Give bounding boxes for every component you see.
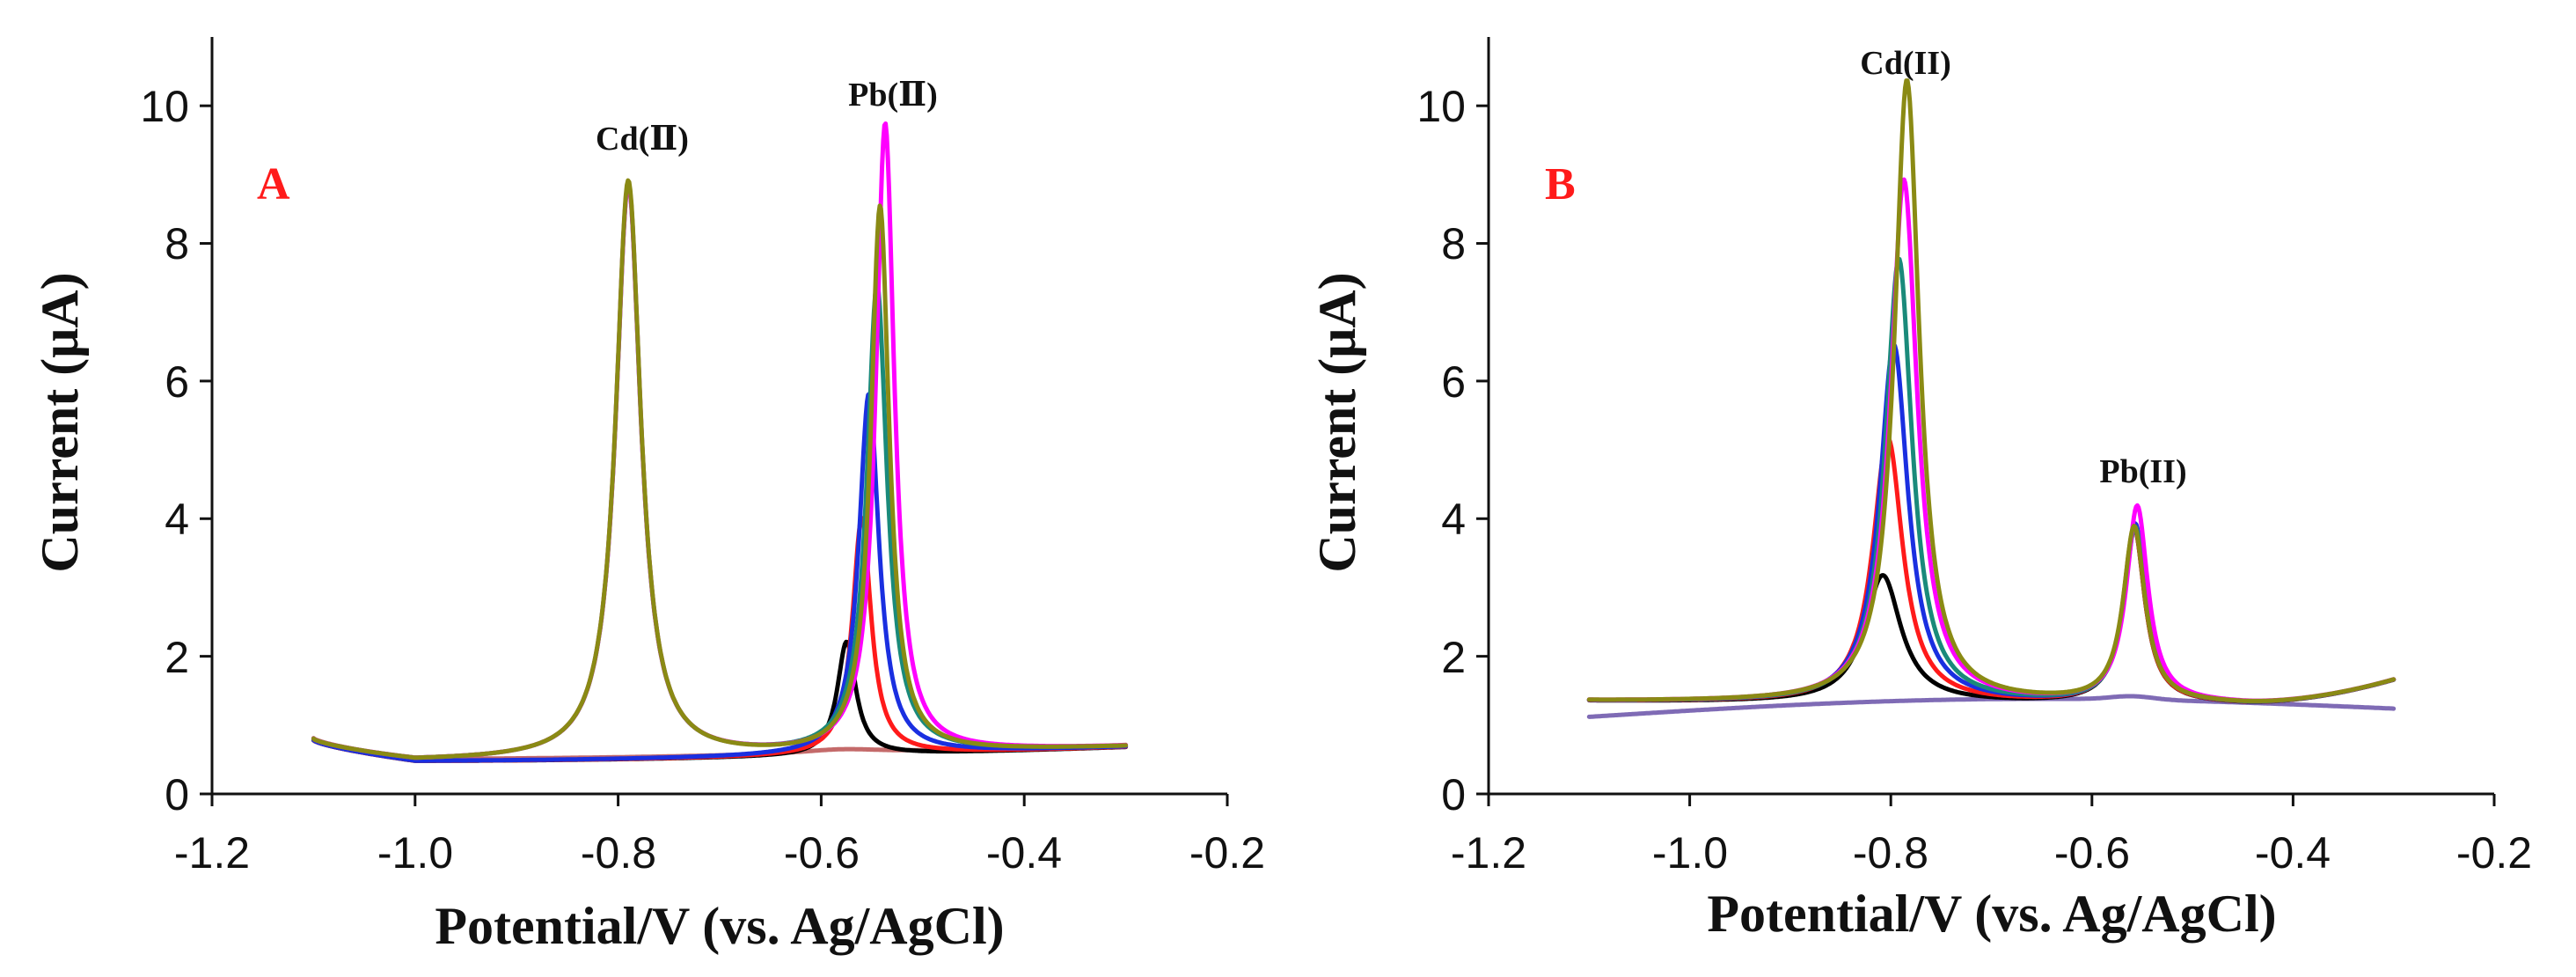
panel-b-x-tick-label: -1.0 (1652, 828, 1728, 878)
panel-b-y-tick-label: 0 (1441, 770, 1466, 819)
panel-a-curves (311, 121, 1129, 763)
panel-b-series-trace-4 (1586, 257, 2397, 704)
panel-b-y-tick-label: 4 (1441, 495, 1466, 544)
panel-b-series-trace-2 (1586, 435, 2397, 704)
panel-a-series-trace-2 (311, 516, 1129, 763)
panel-a-series-trace-6 (311, 178, 1129, 760)
panel-b-series-trace-1 (1586, 525, 2397, 704)
panel-b-curves (1586, 78, 2397, 719)
panel-b-y-tick-label: 2 (1441, 633, 1466, 682)
panel-a-series-trace-4 (311, 181, 1129, 760)
panel-b-peak-label-pb: Pb(II) (2099, 453, 2186, 490)
panel-b-series-trace-3 (1586, 342, 2397, 704)
panel-b-y-tick-label: 8 (1441, 219, 1466, 268)
panel-b-series-trace-5 (1586, 177, 2397, 703)
panel-a-y-tick-label: 0 (165, 770, 189, 819)
panel-a: 0 2 4 6 8 10 -1.2 -1.0 -0.8 -0.6 -0.4 -0… (31, 37, 1265, 955)
panel-a-y-tick-label: 4 (165, 495, 189, 544)
panel-a-x-tick-label: -0.2 (1189, 828, 1265, 878)
panel-b-y-axis-title: Current (μA) (1308, 272, 1366, 572)
panel-b-x-tick-label: -0.2 (2456, 828, 2532, 878)
panel-a-ticks (200, 104, 1229, 806)
panel-b-x-tick-label: -0.6 (2054, 828, 2130, 878)
panel-a-y-tick-label: 2 (165, 633, 189, 682)
panel-a-peak-label-pb: Pb(Ⅱ) (848, 77, 938, 114)
panel-a-x-tick-label: -0.8 (581, 828, 656, 878)
panel-b: 0 2 4 6 8 10 -1.2 -1.0 -0.8 -0.6 -0.4 -0… (1308, 37, 2532, 943)
panel-b-label: B (1545, 159, 1576, 209)
panel-a-label: A (257, 159, 290, 209)
panel-b-x-tick-label: -0.4 (2255, 828, 2331, 878)
panel-a-x-axis-title: Potential/V (vs. Ag/AgCl) (435, 897, 1004, 955)
panel-b-x-tick-label: -0.8 (1853, 828, 1928, 878)
panel-a-y-tick-label: 8 (165, 219, 189, 268)
panel-a-peak-label-cd: Cd(Ⅱ) (596, 121, 689, 158)
panel-b-x-tick-label: -1.2 (1451, 828, 1526, 878)
panel-a-y-tick-label: 10 (140, 82, 189, 131)
panel-b-y-tick-label: 6 (1441, 357, 1466, 407)
panel-a-x-tick-label: -1.2 (174, 828, 250, 878)
panel-a-y-tick-label: 6 (165, 357, 189, 407)
panel-a-x-tick-label: -0.6 (784, 828, 860, 878)
panel-b-x-axis-title: Potential/V (vs. Ag/AgCl) (1707, 885, 2276, 943)
panel-a-x-tick-label: -0.4 (986, 828, 1062, 878)
panel-a-x-tick-label: -1.0 (377, 828, 453, 878)
panel-b-ticks (1476, 104, 2496, 806)
panel-a-series-trace-5 (311, 121, 1129, 760)
panel-b-y-tick-label: 10 (1416, 82, 1466, 131)
panel-a-y-axis-title: Current (μA) (31, 272, 89, 572)
panel-b-peak-label-cd: Cd(II) (1860, 45, 1950, 82)
panel-a-series-trace-3 (311, 392, 1129, 763)
panel-b-series-trace-6 (1586, 78, 2397, 703)
